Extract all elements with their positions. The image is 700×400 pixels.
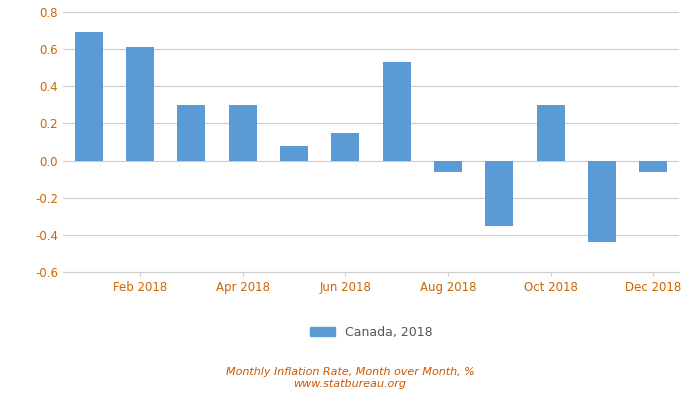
Bar	[331, 133, 360, 160]
Bar	[177, 105, 206, 160]
Bar	[485, 160, 513, 226]
Bar	[382, 62, 411, 160]
Bar	[74, 32, 103, 160]
Bar	[434, 160, 462, 172]
Text: www.statbureau.org: www.statbureau.org	[293, 379, 407, 389]
Bar	[228, 105, 257, 160]
Text: Monthly Inflation Rate, Month over Month, %: Monthly Inflation Rate, Month over Month…	[225, 367, 475, 377]
Bar	[126, 47, 154, 160]
Bar	[280, 146, 308, 160]
Legend: Canada, 2018: Canada, 2018	[304, 321, 438, 344]
Bar	[588, 160, 616, 242]
Bar	[536, 105, 565, 160]
Bar	[639, 160, 667, 172]
